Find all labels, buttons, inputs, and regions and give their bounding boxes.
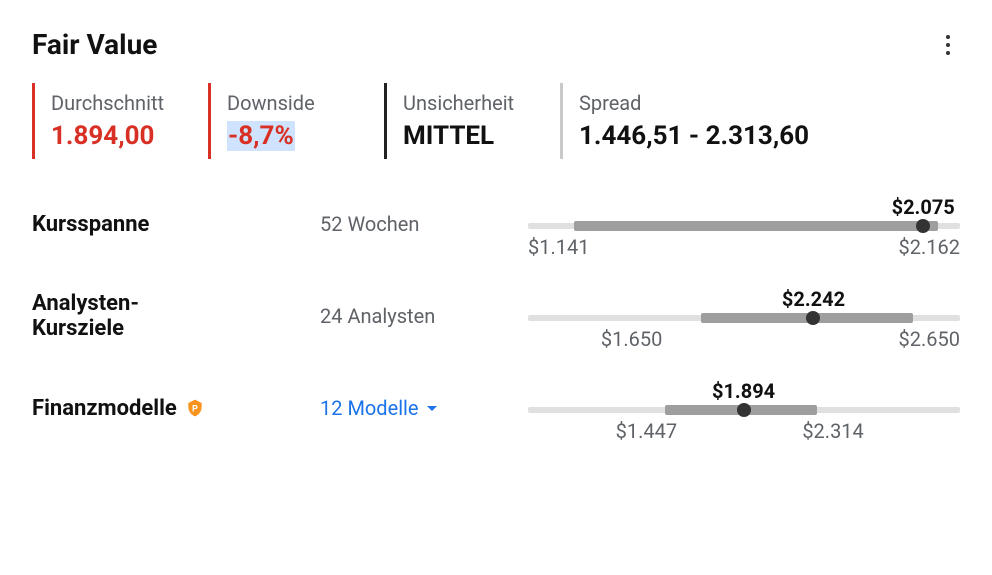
range-subtitle: 52 Wochen — [320, 212, 520, 236]
header-row: Fair Value — [32, 28, 960, 61]
chevron-down-icon — [427, 406, 437, 411]
svg-text:P: P — [192, 404, 198, 414]
ranges: Kursspanne 52 Wochen $2.075$1.141$2.162 … — [32, 195, 960, 437]
premium-badge-icon: P — [185, 398, 205, 418]
models-dropdown[interactable]: 12 Modelle — [320, 396, 520, 420]
stat-average: Durchschnitt 1.894,00 — [32, 83, 192, 159]
stat-value-text: -8,7% — [227, 121, 295, 151]
range-low-label: $1.141 — [528, 235, 589, 259]
stat-label: Spread — [579, 91, 960, 115]
models-dropdown-label: 12 Modelle — [320, 396, 419, 420]
range-name: Analysten- Kursziele — [32, 291, 312, 342]
range-chart-analyst: $2.242$1.650$2.650 — [528, 287, 960, 345]
stat-value: 1.446,51 - 2.313,60 — [579, 121, 960, 151]
fair-value-card: Fair Value Durchschnitt 1.894,00 Downsid… — [32, 28, 960, 437]
range-high-label: $2.314 — [802, 419, 863, 443]
range-name: Kursspanne — [32, 212, 312, 237]
range-52w: Kursspanne 52 Wochen $2.075$1.141$2.162 — [32, 195, 960, 253]
range-marker — [806, 311, 820, 325]
range-high-label: $2.650 — [899, 327, 960, 351]
stat-value: -8,7% — [227, 121, 368, 151]
range-chart-52w: $2.075$1.141$2.162 — [528, 195, 960, 253]
stat-uncertainty: Unsicherheit MITTEL — [384, 83, 544, 159]
range-marker — [737, 403, 751, 417]
range-current-label: $2.242 — [782, 287, 845, 311]
stat-value: MITTEL — [403, 121, 544, 151]
range-current-label: $1.894 — [712, 379, 775, 403]
stats-row: Durchschnitt 1.894,00 Downside -8,7% Uns… — [32, 83, 960, 159]
stat-value: 1.894,00 — [51, 121, 192, 151]
range-name-text: Finanzmodelle — [32, 396, 177, 421]
stat-spread: Spread 1.446,51 - 2.313,60 — [560, 83, 960, 159]
stat-label: Unsicherheit — [403, 91, 544, 115]
range-name: Finanzmodelle P — [32, 396, 312, 421]
range-low-label: $1.650 — [601, 327, 662, 351]
range-chart-models: $1.894$1.447$2.314 — [528, 379, 960, 437]
stat-downside: Downside -8,7% — [208, 83, 368, 159]
more-menu-icon[interactable] — [936, 33, 960, 57]
range-analyst-targets: Analysten- Kursziele 24 Analysten $2.242… — [32, 287, 960, 345]
range-subtitle: 24 Analysten — [320, 304, 520, 328]
range-high-label: $2.162 — [899, 235, 960, 259]
range-fill — [574, 221, 938, 231]
range-low-label: $1.447 — [616, 419, 677, 443]
stat-label: Downside — [227, 91, 368, 115]
range-current-label: $2.075 — [892, 195, 955, 219]
stat-label: Durchschnitt — [51, 91, 192, 115]
card-title: Fair Value — [32, 28, 157, 61]
range-marker — [916, 219, 930, 233]
range-models: Finanzmodelle P 12 Modelle $1.894$1.447$… — [32, 379, 960, 437]
